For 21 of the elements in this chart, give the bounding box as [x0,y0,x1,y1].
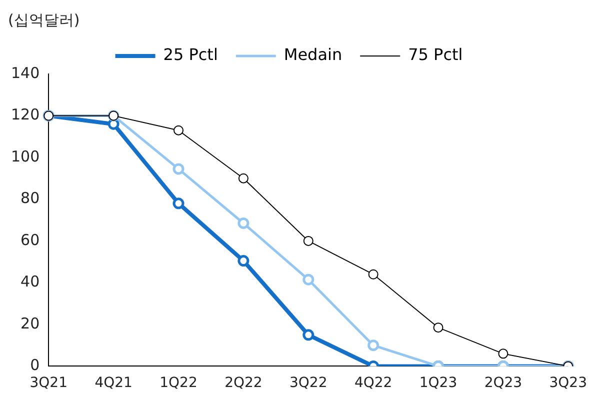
x-tick-label: 1Q22 [160,375,198,392]
y-tick-label: 100 [10,147,40,166]
y-tick-label: 80 [20,189,40,208]
x-tick-label: 4Q21 [94,375,132,392]
x-tick-label: 3Q23 [549,375,588,392]
y-tick-label: 60 [20,230,40,249]
x-tick-label: 3Q22 [290,375,328,392]
y-axis-title: (십억달러) [8,10,80,29]
x-tick-label: 2Q22 [224,375,262,392]
y-tick-label: 40 [20,272,40,291]
x-tick-label: 4Q22 [354,375,392,392]
x-tick-label: 3Q21 [30,375,68,392]
y-tick-label: 20 [20,314,40,332]
legend-label: 25 Pctl [163,45,218,64]
x-tick-label: 2Q23 [484,375,522,392]
legend-label: 75 Pctl [408,45,463,64]
x-tick-label: 1Q23 [419,375,458,392]
y-tick-label: 0 [30,356,40,374]
y-tick-label: 140 [10,64,40,82]
y-tick-label: 120 [10,106,40,124]
legend-label: Medain [284,45,342,64]
